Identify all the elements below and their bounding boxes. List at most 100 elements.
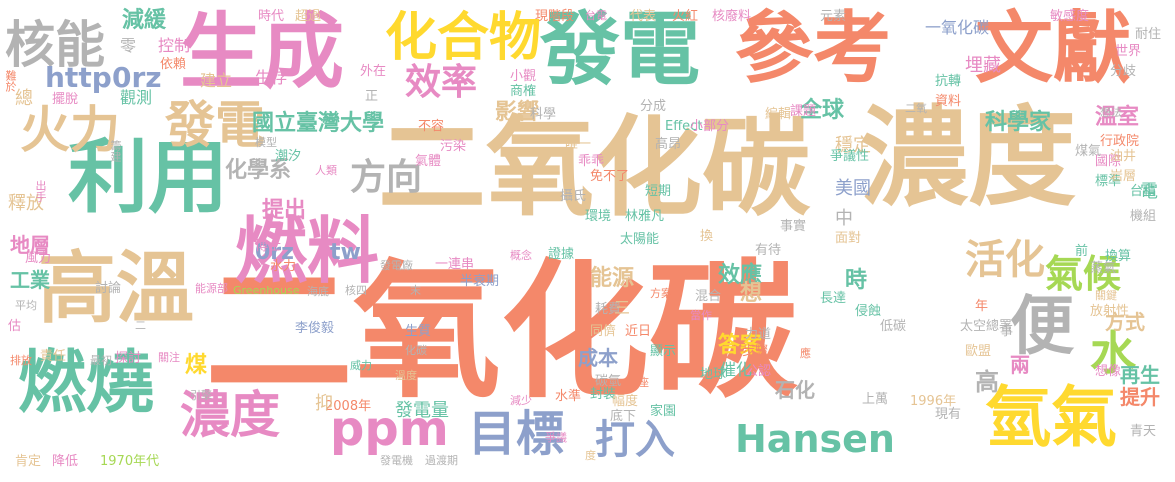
word-100: 面對	[835, 231, 862, 246]
word-34: 提出	[262, 198, 307, 223]
word-97: 事	[1000, 324, 1014, 339]
word-140: 水力	[270, 259, 297, 274]
word-76: 行政院	[1100, 134, 1140, 149]
word-138: 人類	[315, 164, 337, 177]
word-43: 石化	[775, 378, 815, 402]
word-18: 便	[1010, 290, 1074, 364]
word-112: 太陽能	[620, 232, 660, 247]
word-123: 污染	[440, 139, 467, 154]
word-199: 時	[845, 268, 868, 293]
word-19: 濃度	[180, 386, 280, 444]
word-171: 水準	[555, 389, 582, 404]
word-11: 氫氣	[985, 379, 1117, 456]
word-55: 控制	[158, 36, 191, 55]
word-174: 座	[638, 376, 649, 389]
word-98: 低碳	[880, 319, 907, 334]
word-189: 發電機	[380, 454, 413, 467]
word-21: 目標	[468, 406, 565, 462]
word-178: 當作	[690, 309, 712, 322]
word-120: 唯一	[565, 137, 592, 152]
word-146: 發電廠	[380, 259, 413, 272]
word-10: 燃燒	[18, 344, 155, 423]
word-94: 兩	[1010, 353, 1030, 377]
word-149: 概念	[510, 249, 532, 262]
word-164: 威力	[350, 359, 372, 372]
word-137: 模型	[255, 136, 277, 149]
word-157: 生質	[405, 324, 432, 339]
word-156: 估	[8, 319, 22, 334]
word-184: 家園	[650, 404, 677, 419]
word-169: 發電量	[395, 400, 449, 421]
word-151: 末	[410, 284, 421, 297]
word-38: 溫室	[1095, 105, 1140, 130]
word-74: 資料	[935, 94, 962, 109]
word-165: 溫度	[395, 369, 417, 382]
word-102: 有待	[755, 243, 782, 258]
word-124: 氣體	[415, 154, 442, 169]
word-142: 李俊毅	[295, 321, 335, 336]
word-168: 2008年	[325, 399, 372, 414]
word-93: 方式	[1105, 310, 1145, 334]
word-183: 底下	[610, 409, 637, 424]
word-134: 外在	[360, 64, 387, 79]
word-51: 地層	[10, 233, 50, 257]
word-190: 過渡期	[425, 454, 458, 467]
word-27: http	[45, 61, 112, 94]
word-139: 博士	[255, 239, 282, 254]
word-99: 侵蝕	[855, 304, 882, 319]
word-32: 國立臺灣大學	[252, 111, 385, 136]
word-52: 釋放	[8, 193, 44, 214]
word-30: tw	[330, 240, 361, 265]
word-33: 化學系	[225, 158, 292, 183]
word-104: 混合	[695, 289, 722, 304]
word-187: 度	[585, 449, 596, 462]
word-15: 發電	[165, 96, 265, 154]
word-77: 國際	[1095, 154, 1122, 169]
word-126: 分成	[640, 99, 667, 114]
word-26: 水	[1090, 326, 1136, 380]
word-0: 二氧化碳	[205, 246, 797, 418]
word-108: 上萬	[862, 392, 889, 407]
word-29: 0rz	[255, 240, 294, 265]
word-73: 抗轉	[935, 74, 962, 89]
word-80: 油井	[1110, 149, 1137, 164]
word-143: Greenhouse	[233, 284, 300, 297]
word-105: 力道	[745, 327, 772, 342]
word-136: 潮汐	[275, 149, 302, 164]
word-177: 近日	[625, 324, 652, 339]
word-201: 高	[975, 368, 999, 396]
word-198: 催化	[720, 360, 753, 379]
word-119: 高昂	[655, 137, 682, 152]
word-133: 小觀	[510, 69, 537, 84]
word-95: 年	[975, 299, 989, 314]
word-87: 放射性	[1090, 304, 1130, 319]
word-69: 敏感度	[1050, 9, 1090, 24]
word-37: 科學家	[985, 110, 1052, 135]
word-155: 平均	[15, 299, 37, 312]
word-131: 二氧	[905, 102, 927, 115]
word-130: 爭議性	[830, 149, 870, 164]
word-24: 氣候	[1045, 252, 1122, 296]
word-173: 幅度	[612, 394, 639, 409]
word-7: 利用	[68, 131, 228, 224]
word-8: 高溫	[38, 244, 195, 334]
word-121: 科學	[530, 107, 557, 122]
word-20: ppm	[330, 401, 449, 457]
word-82: 換算	[1105, 249, 1132, 264]
word-65: 代表	[630, 9, 657, 24]
word-40: 能源	[590, 266, 635, 291]
word-196: 出手	[34, 180, 47, 202]
word-88: 想像	[1095, 364, 1122, 379]
word-176: 顯示	[650, 344, 677, 359]
word-116: 環境	[585, 209, 612, 224]
word-101: 事實	[780, 219, 807, 234]
word-47: 穩定	[835, 135, 871, 156]
word-150: 證據	[548, 247, 575, 262]
word-61: 時代	[258, 9, 285, 24]
word-62: 超過	[295, 9, 322, 24]
word-128: 編輯	[765, 107, 792, 122]
word-85: 關鍵	[1095, 289, 1117, 302]
word-147: 一連串	[435, 257, 475, 272]
word-89: 青天	[1130, 424, 1157, 439]
